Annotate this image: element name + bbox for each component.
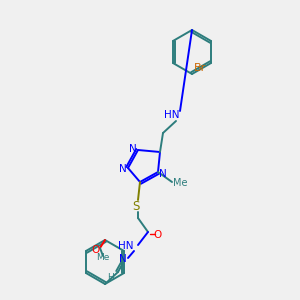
Text: O: O [154, 230, 162, 240]
Text: Me: Me [173, 178, 187, 188]
Text: Me: Me [96, 254, 110, 262]
Text: Br: Br [194, 63, 206, 73]
Text: HN: HN [164, 110, 180, 120]
Text: H: H [108, 272, 114, 281]
Text: O: O [91, 245, 99, 255]
Text: N: N [129, 144, 137, 154]
Text: HN: HN [118, 241, 134, 251]
Text: N: N [119, 164, 127, 174]
Text: N: N [159, 169, 167, 179]
Text: S: S [132, 200, 140, 214]
Text: N: N [119, 254, 127, 264]
